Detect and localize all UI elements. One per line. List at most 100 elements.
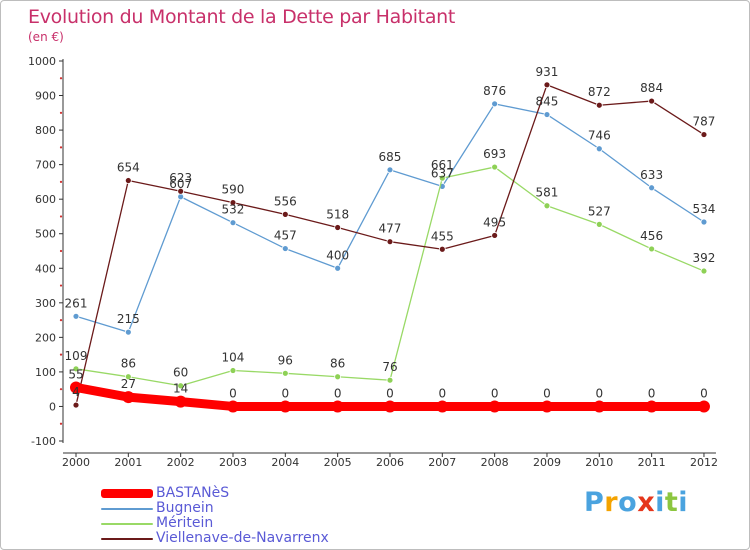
data-label: 518 [326, 208, 349, 222]
data-label: 534 [693, 202, 716, 216]
data-point [281, 210, 289, 218]
data-label: 607 [169, 177, 192, 191]
data-point [72, 312, 80, 320]
data-point [438, 245, 446, 253]
legend-swatch [101, 523, 153, 525]
data-label: 746 [588, 129, 611, 143]
data-label: 392 [693, 251, 716, 265]
data-point [281, 369, 289, 377]
series-3 [72, 81, 708, 409]
legend-label: Bugnein [156, 500, 214, 516]
data-point [438, 174, 446, 182]
data-label: 215 [117, 312, 140, 326]
data-label: 96 [278, 353, 293, 367]
data-label: 0 [595, 386, 603, 400]
y-tick-label: 200 [35, 331, 56, 344]
logo-letter: i [655, 487, 665, 518]
data-point [122, 391, 135, 404]
logo-letter: t [664, 487, 679, 518]
data-point [491, 100, 499, 108]
proxiti-logo: Proxiti [584, 487, 688, 518]
y-tick-label: 500 [35, 228, 56, 241]
y-minor-dot [59, 111, 63, 114]
data-point [491, 163, 499, 171]
data-label: 931 [536, 65, 559, 79]
data-label: 0 [543, 386, 551, 400]
data-point [697, 400, 710, 413]
data-point [334, 264, 342, 272]
data-label: 400 [326, 248, 349, 262]
data-point [72, 401, 80, 409]
data-label: 0 [700, 386, 708, 400]
data-point [700, 131, 708, 138]
data-label: 0 [334, 386, 342, 400]
data-point [386, 166, 394, 174]
data-label: 27 [121, 377, 136, 391]
y-tick-label: -100 [31, 435, 56, 448]
y-minor-dot [59, 180, 63, 184]
legend-label: Viellenave-de-Navarrenx [156, 530, 329, 546]
data-label: 109 [65, 349, 88, 363]
y-minor-dot [59, 215, 63, 218]
y-tick-label: 600 [35, 193, 56, 206]
data-point [700, 218, 708, 226]
y-tick-label: 1000 [28, 55, 56, 68]
data-point [177, 193, 185, 201]
y-minor-dot [59, 422, 63, 425]
data-point [543, 111, 551, 118]
legend-swatch [101, 508, 153, 510]
y-tick-label: 0 [49, 400, 56, 413]
data-point [648, 184, 656, 192]
x-tick-label: 2001 [114, 456, 142, 469]
chart-unit: (en €) [28, 30, 64, 44]
series-1 [72, 100, 708, 336]
series-0 [70, 381, 710, 413]
data-label: 693 [483, 147, 506, 161]
y-minor-dot [59, 146, 63, 149]
data-label: 0 [648, 386, 656, 400]
data-point [229, 367, 237, 374]
data-label: 0 [386, 386, 394, 400]
legend-swatch [101, 489, 153, 498]
y-minor-dot [59, 77, 63, 80]
y-tick-label: 100 [35, 366, 56, 379]
logo-letter: r [604, 487, 619, 518]
series-line [75, 166, 705, 387]
x-tick-label: 2003 [219, 456, 247, 469]
data-point [436, 400, 449, 413]
data-label: 60 [173, 366, 188, 380]
data-point [386, 376, 394, 384]
logo-letter: x [637, 487, 656, 518]
data-point [177, 382, 185, 390]
data-point [491, 232, 499, 239]
data-point [595, 145, 603, 153]
x-tick-label: 2009 [533, 456, 561, 469]
data-label: 556 [274, 194, 297, 208]
data-labels: 2612156075324574006856378768457466335341… [65, 65, 716, 401]
data-label: 14 [173, 382, 188, 396]
data-label: 685 [379, 150, 402, 164]
data-label: 0 [281, 386, 289, 400]
x-tick-label: 2002 [167, 456, 195, 469]
data-point [540, 400, 553, 413]
logo-letter: i [678, 487, 689, 518]
y-tick-label: 700 [35, 159, 56, 172]
x-tick-label: 2011 [638, 456, 666, 469]
x-tick-label: 2005 [324, 456, 352, 469]
series-layer [70, 81, 710, 413]
data-point [543, 202, 551, 210]
data-label: 872 [588, 85, 611, 99]
data-label: 261 [65, 296, 88, 310]
data-label: 0 [438, 386, 446, 400]
data-point [595, 220, 603, 228]
data-point [334, 224, 342, 231]
data-label: 845 [536, 95, 559, 109]
y-tick-label: 300 [35, 297, 56, 310]
data-label: 0 [491, 386, 499, 400]
x-tick-label: 2007 [428, 456, 456, 469]
data-point [593, 400, 606, 413]
series-2 [72, 163, 708, 390]
data-label: 457 [274, 229, 297, 243]
y-minor-dot [59, 318, 63, 322]
